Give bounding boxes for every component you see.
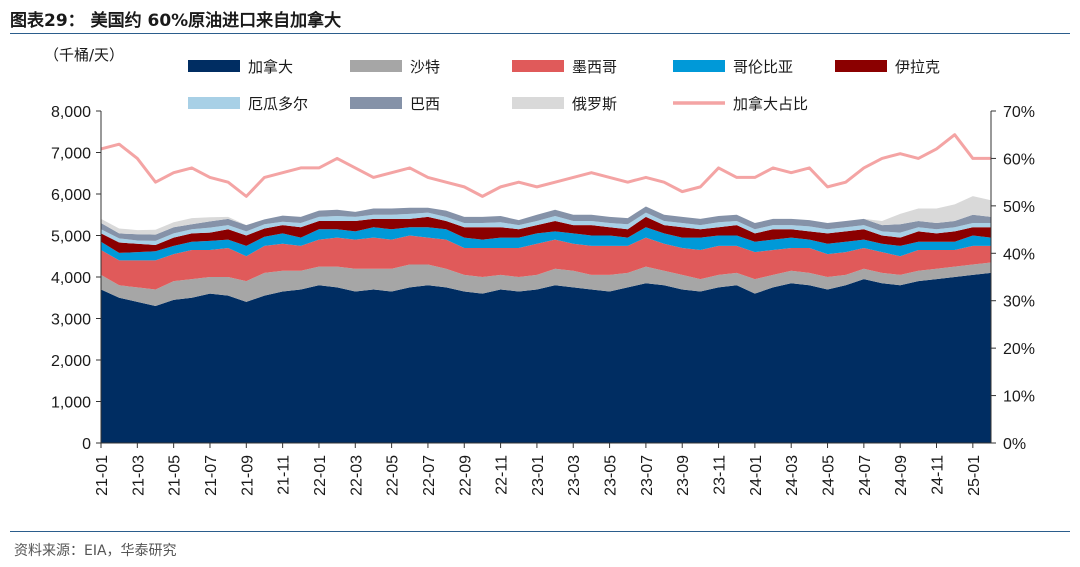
x-tick-label: 21-07 <box>203 455 220 496</box>
legend-label: 加拿大占比 <box>733 95 808 113</box>
y-right-tick-label: 30% <box>1003 294 1035 311</box>
x-tick-label: 24-01 <box>748 455 765 496</box>
x-tick-label: 21-05 <box>167 455 184 496</box>
y-left-tick-label: 0 <box>82 436 91 453</box>
legend-label: 加拿大 <box>248 58 293 76</box>
x-tick-label: 21-11 <box>276 455 293 495</box>
source-note: 资料来源：EIA，华泰研究 <box>14 543 177 559</box>
y-right-tick-label: 10% <box>1003 389 1035 406</box>
y-left-tick-label: 2,000 <box>51 353 91 370</box>
legend-label: 伊拉克 <box>895 58 940 76</box>
x-tick-label: 23-11 <box>712 455 729 495</box>
legend-swatch <box>350 60 402 72</box>
area-series-4 <box>101 227 991 261</box>
x-tick-label: 24-07 <box>857 455 874 496</box>
x-tick-label: 23-09 <box>675 455 692 496</box>
y-right-tick-label: 60% <box>1003 151 1035 168</box>
x-tick-label: 24-03 <box>784 455 801 496</box>
y-left-tick-label: 3,000 <box>51 312 91 329</box>
y-left-tick-label: 8,000 <box>51 104 91 121</box>
x-tick-label: 22-05 <box>385 455 402 496</box>
area-series-5 <box>101 216 991 253</box>
x-tick-label: 22-09 <box>457 455 474 496</box>
y-left-tick-label: 5,000 <box>51 229 91 246</box>
legend-label: 俄罗斯 <box>572 95 617 113</box>
x-tick-label: 21-01 <box>94 455 111 496</box>
area-series-1 <box>101 272 991 443</box>
x-tick-label: 23-07 <box>639 455 656 496</box>
area-series-3 <box>101 235 991 290</box>
x-tick-label: 22-07 <box>421 455 438 496</box>
x-tick-label: 23-03 <box>566 455 583 496</box>
x-tick-label: 24-11 <box>930 455 947 495</box>
y-right-tick-label: 20% <box>1003 341 1035 358</box>
title-rule <box>10 33 1070 34</box>
legend-swatch <box>673 60 725 72</box>
unit-label: （千桶/天） <box>44 46 124 64</box>
x-tick-label: 21-03 <box>130 455 147 496</box>
x-tick-label: 24-09 <box>893 455 910 496</box>
figure-title: 图表29： 美国约 60%原油进口来自加拿大 <box>10 11 342 31</box>
legend-label: 沙特 <box>410 58 440 76</box>
x-tick-label: 23-01 <box>530 455 547 496</box>
y-left-tick-label: 1,000 <box>51 395 91 412</box>
legend-swatch <box>512 97 564 109</box>
legend-label: 哥伦比亚 <box>733 58 793 76</box>
x-tick-label: 21-09 <box>239 455 256 496</box>
x-tick-label: 25-01 <box>966 455 983 496</box>
legend-swatch <box>350 97 402 109</box>
y-right-tick-label: 0% <box>1003 436 1026 453</box>
legend-label: 巴西 <box>410 95 440 113</box>
axes-group: 0 1,000 2,000 3,000 4,000 5,000 6,000 7,000 8,00… <box>51 104 1035 496</box>
legend-swatch <box>188 97 240 109</box>
footer-rule <box>10 531 1070 532</box>
y-right-tick-label: 70% <box>1003 104 1035 121</box>
x-tick-label: 22-11 <box>494 455 511 495</box>
legend-label: 墨西哥 <box>572 58 617 76</box>
y-left-tick-label: 6,000 <box>51 187 91 204</box>
x-tick-label: 22-03 <box>348 455 365 496</box>
share-line <box>100 133 991 198</box>
area-series-7 <box>101 206 991 241</box>
area-series-group <box>101 196 991 443</box>
share-line-group <box>100 133 991 198</box>
legend-swatch <box>188 60 240 72</box>
x-tick-label: 22-01 <box>312 455 329 496</box>
x-tick-label: 23-05 <box>603 455 620 496</box>
legend-swatch <box>835 60 887 72</box>
y-left-tick-label: 4,000 <box>51 270 91 287</box>
y-left-tick-label: 7,000 <box>51 146 91 163</box>
legend-swatch <box>512 60 564 72</box>
area-series-6 <box>101 212 991 246</box>
y-right-tick-label: 50% <box>1003 199 1035 216</box>
legend-label: 厄瓜多尔 <box>248 95 308 113</box>
area-series-2 <box>101 262 991 307</box>
y-right-tick-label: 40% <box>1003 246 1035 263</box>
x-tick-label: 24-05 <box>821 455 838 496</box>
